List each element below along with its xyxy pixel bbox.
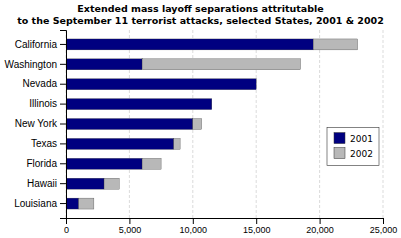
legend-item: 2002 bbox=[334, 148, 373, 159]
y-tick-mark bbox=[60, 64, 66, 65]
bar bbox=[193, 119, 202, 130]
grid-line bbox=[256, 30, 257, 218]
x-tick-label: 15,000 bbox=[243, 225, 271, 235]
bar bbox=[66, 158, 142, 169]
bar bbox=[256, 79, 257, 90]
chart-svg: Extended mass layoff separations attritu… bbox=[0, 0, 401, 238]
legend-swatch bbox=[334, 133, 345, 144]
bar bbox=[104, 178, 119, 189]
grid-line bbox=[383, 30, 384, 218]
y-tick: Washington bbox=[5, 59, 66, 70]
x-tick-mark bbox=[256, 218, 257, 224]
grid-line bbox=[319, 30, 320, 218]
plot: 0 5,000 10,000 15,000 20,000 25,000 Louisiana H… bbox=[5, 30, 398, 235]
bar bbox=[66, 119, 193, 130]
x-tick: 25,000 bbox=[370, 218, 398, 235]
y-tick: Hawaii bbox=[27, 178, 66, 189]
y-tick-mark bbox=[60, 163, 66, 164]
bar bbox=[66, 178, 104, 189]
grid bbox=[66, 30, 383, 218]
legend-label: 2002 bbox=[350, 149, 373, 159]
y-tick-mark bbox=[60, 44, 66, 45]
title-line: Extended mass layoff separations attritu… bbox=[77, 3, 323, 14]
bar bbox=[313, 39, 357, 50]
x-tick: 20,000 bbox=[306, 218, 334, 235]
legend-label: 2001 bbox=[350, 134, 373, 144]
y-tick-label: Nevada bbox=[23, 78, 58, 89]
y-tick-mark bbox=[60, 124, 66, 125]
bar bbox=[142, 158, 161, 169]
legend-frame bbox=[327, 128, 379, 166]
bar bbox=[142, 59, 301, 70]
y-tick-label: Hawaii bbox=[27, 178, 57, 189]
chart-title: Extended mass layoff separations attritu… bbox=[17, 3, 384, 26]
x-axis-line bbox=[67, 219, 384, 225]
bar bbox=[66, 138, 174, 149]
y-tick-mark bbox=[60, 104, 66, 105]
y-tick-label: California bbox=[15, 39, 58, 50]
y-tick-label: Florida bbox=[26, 158, 57, 169]
y-axis: Louisiana Hawaii Florida Texas New York Illin… bbox=[5, 31, 67, 219]
bar bbox=[66, 59, 142, 70]
bar bbox=[66, 79, 256, 90]
x-tick: 15,000 bbox=[243, 218, 271, 235]
series-0 bbox=[66, 39, 313, 209]
bar bbox=[211, 99, 212, 110]
y-tick: Texas bbox=[31, 138, 66, 149]
y-tick: Nevada bbox=[23, 78, 66, 89]
y-axis-line bbox=[60, 31, 67, 219]
bar bbox=[66, 198, 79, 209]
x-tick-label: 0 bbox=[64, 225, 69, 235]
y-tick-label: Texas bbox=[31, 138, 57, 149]
x-tick-label: 20,000 bbox=[306, 225, 334, 235]
bar bbox=[66, 99, 212, 110]
legend-swatch bbox=[334, 148, 345, 159]
y-tick: Florida bbox=[26, 158, 66, 169]
x-tick-mark bbox=[129, 218, 130, 224]
y-tick-label: Louisiana bbox=[14, 198, 57, 209]
x-tick-mark bbox=[320, 218, 321, 224]
y-tick-mark bbox=[60, 84, 66, 85]
bars bbox=[66, 39, 358, 209]
y-tick: Illinois bbox=[29, 98, 66, 109]
legend-item: 2001 bbox=[334, 133, 373, 144]
x-tick: 0 bbox=[64, 218, 69, 235]
x-tick: 10,000 bbox=[180, 218, 208, 235]
x-tick-mark bbox=[193, 218, 194, 224]
y-tick-label: New York bbox=[15, 118, 58, 129]
x-axis: 0 5,000 10,000 15,000 20,000 25,000 bbox=[64, 218, 397, 235]
bar bbox=[79, 198, 94, 209]
y-tick-mark bbox=[60, 183, 66, 184]
x-tick: 5,000 bbox=[119, 218, 142, 235]
x-tick-label: 25,000 bbox=[370, 225, 398, 235]
x-tick-mark bbox=[383, 218, 384, 224]
x-tick-label: 10,000 bbox=[180, 225, 208, 235]
legend: 2001 2002 bbox=[327, 128, 379, 166]
x-tick-label: 5,000 bbox=[119, 225, 142, 235]
series-1 bbox=[79, 39, 358, 209]
y-tick-label: Illinois bbox=[29, 98, 57, 109]
y-tick: California bbox=[15, 39, 66, 50]
title-line: to the September 11 terrorist attacks, s… bbox=[17, 15, 384, 26]
bar bbox=[66, 39, 313, 50]
y-tick: Louisiana bbox=[14, 198, 66, 209]
y-tick: New York bbox=[15, 118, 66, 129]
y-tick-mark bbox=[60, 203, 66, 204]
y-tick-label: Washington bbox=[5, 59, 57, 70]
y-tick-mark bbox=[60, 143, 66, 144]
bar bbox=[174, 138, 180, 149]
